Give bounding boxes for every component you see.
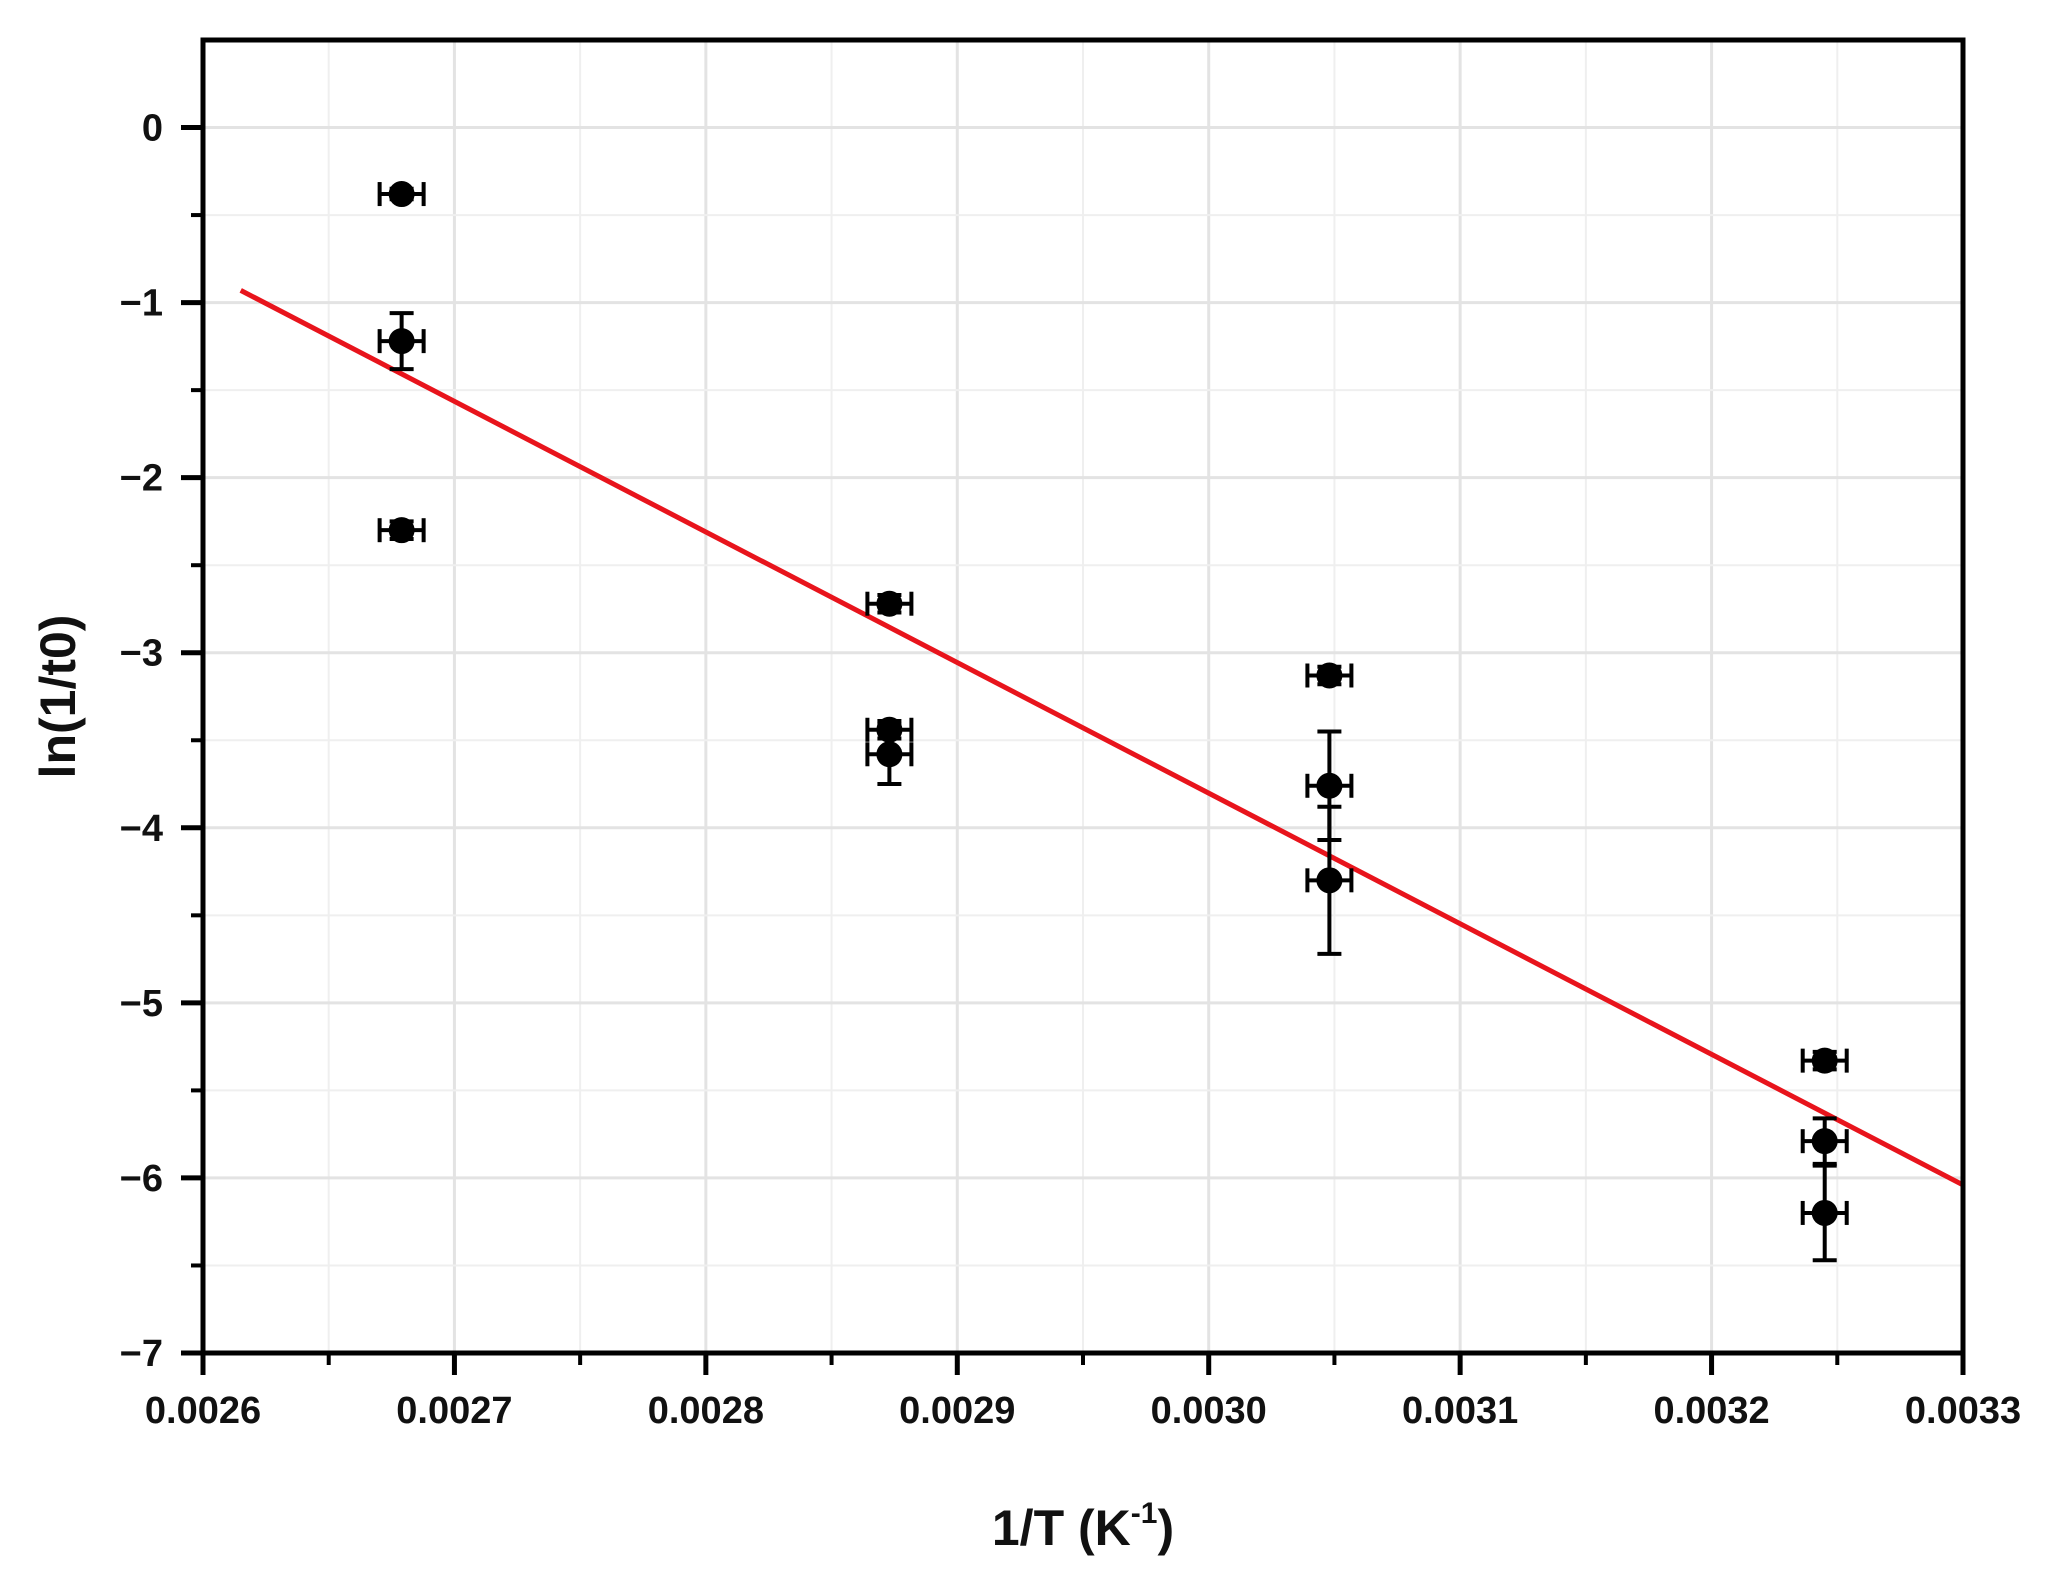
y-tick-label: −3 [120,633,163,675]
y-tick-label: 0 [142,108,163,150]
data-point [1305,804,1354,956]
data-point [1305,662,1354,689]
data-point [865,722,914,787]
data-points [377,181,1849,1263]
y-tick-label: −2 [120,458,163,500]
point-marker [1811,1128,1838,1155]
x-tick-label: 0.0033 [1905,1390,2021,1432]
point-marker [1316,662,1343,689]
x-tick-label: 0.0031 [1402,1390,1518,1432]
point-marker [1811,1047,1838,1074]
point-marker [388,328,415,355]
y-tick-label: −4 [120,808,163,850]
x-tick-label: 0.0028 [648,1390,764,1432]
x-axis-title: 1/T (K-1) [992,1497,1174,1556]
data-point [1800,1163,1849,1263]
data-point [1800,1047,1849,1074]
x-axis-title-close: ) [1157,1500,1174,1556]
y-tick-label: −7 [120,1333,163,1375]
x-tick-label: 0.0030 [1151,1390,1267,1432]
point-marker [388,517,415,544]
point-marker [1316,772,1343,799]
y-tick-label: −5 [120,983,163,1025]
data-point [377,311,426,372]
data-point [377,181,426,208]
fit-line [239,288,1965,1188]
x-tick-label: 0.0026 [145,1390,261,1432]
y-axis-title: ln(1/t0) [30,615,86,779]
x-tick-label: 0.0032 [1653,1390,1769,1432]
point-marker [1811,1199,1838,1226]
data-point [377,517,426,544]
point-marker [876,590,903,617]
x-axis-title-main: 1/T (K [992,1500,1131,1556]
y-tick-label: −1 [120,283,163,325]
tick-labels: 0.0026 0.0027 0.0028 0.0029 0.0030 0.0031 0.00… [120,108,2021,1432]
data-point [1800,1116,1849,1166]
axis-ticks [181,125,1966,1375]
point-marker [388,181,415,208]
x-tick-label: 0.0029 [899,1390,1015,1432]
data-point [865,590,914,617]
grid-lines [203,40,1963,1353]
fit-line-group [239,288,1965,1188]
x-axis-title-sup: -1 [1131,1497,1158,1530]
point-marker [1316,867,1343,894]
y-tick-label: −6 [120,1158,163,1200]
x-tick-label: 0.0027 [396,1390,512,1432]
point-marker [876,741,903,768]
